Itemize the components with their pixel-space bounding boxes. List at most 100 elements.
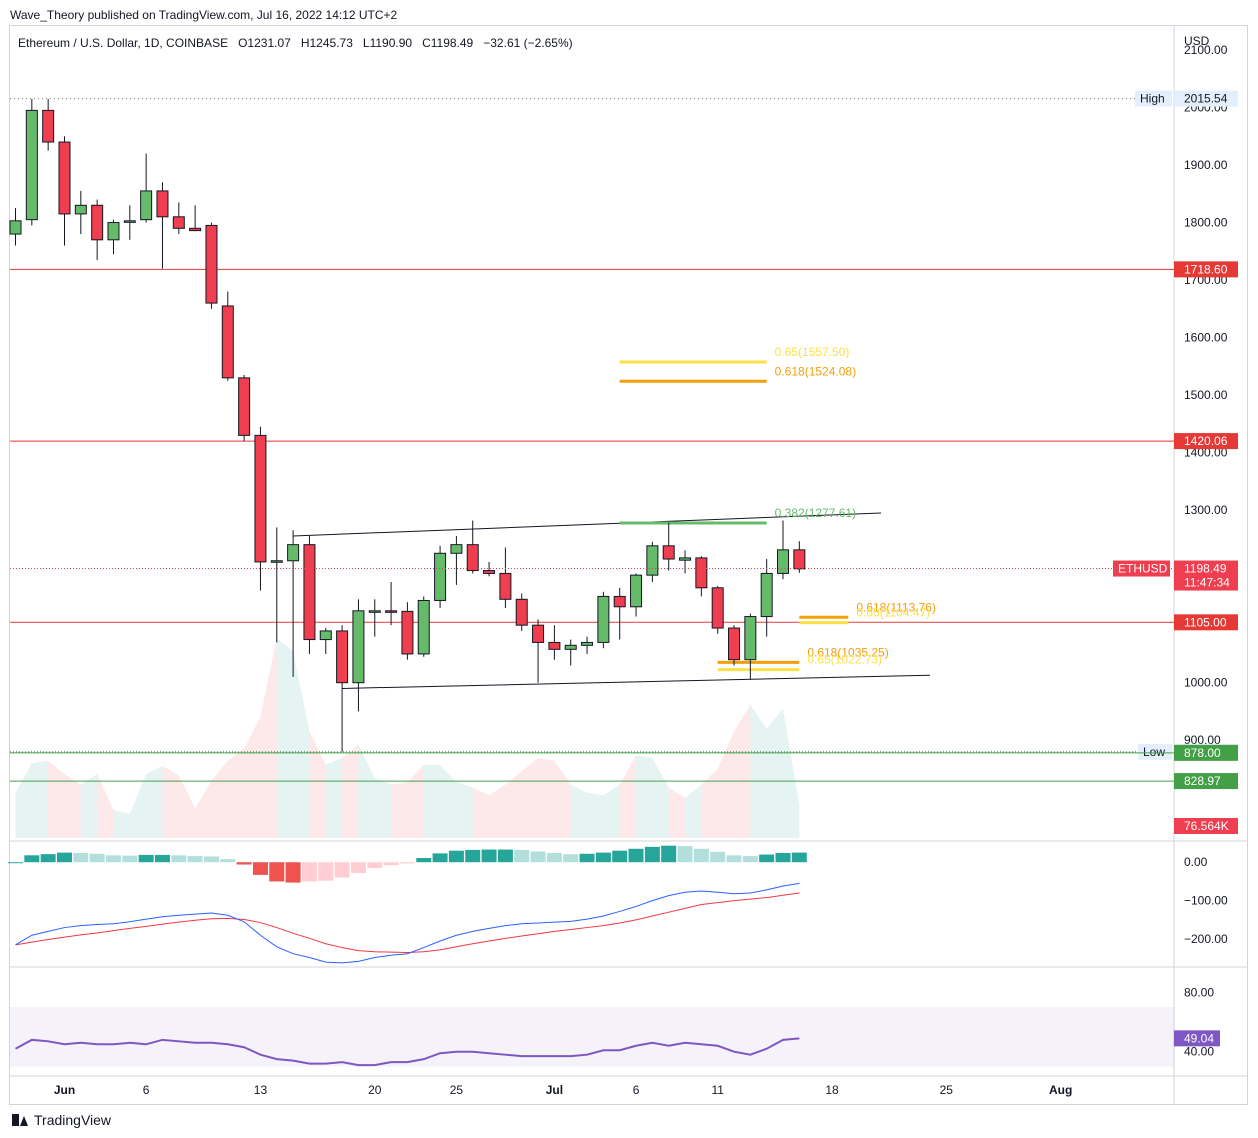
currency-label: USD — [1184, 34, 1210, 48]
macd-histogram-bar — [236, 862, 252, 865]
candle-body — [303, 544, 316, 641]
candle-body — [156, 190, 169, 218]
volume-area — [374, 778, 392, 838]
macd-histogram-bar — [775, 852, 791, 863]
macd-histogram-bar — [563, 854, 579, 863]
candle-body — [581, 641, 594, 646]
candle-body — [450, 544, 463, 554]
candle-body — [42, 109, 55, 143]
tradingview-logo[interactable]: TradingView — [12, 1112, 111, 1128]
volume-area — [15, 763, 32, 838]
candle-body — [352, 610, 365, 684]
rsi-value-tag — [1174, 1030, 1220, 1047]
volume-area — [358, 744, 375, 838]
volume-area — [587, 792, 604, 838]
volume-area — [440, 764, 457, 838]
macd-histogram-bar — [350, 862, 366, 873]
level-price-label: 1420.06 — [1184, 434, 1228, 448]
candle-body — [417, 599, 430, 655]
symbol-name[interactable]: Ethereum / U.S. Dollar, 1D, COINBASE — [18, 36, 229, 50]
fib-level-label: 0.65(1557.50) — [775, 345, 850, 359]
time-tick-label: 6 — [633, 1083, 640, 1097]
macd-histogram-bar — [710, 851, 726, 863]
time-tick-label: 6 — [143, 1083, 150, 1097]
macd-histogram-bar — [742, 856, 758, 863]
macd-histogram-bar — [105, 855, 121, 863]
macd-histogram-bar — [530, 851, 546, 863]
macd-histogram-bar — [644, 846, 660, 863]
symbol-tag — [1113, 560, 1170, 577]
last-price-label: 1198.49 — [1184, 562, 1227, 576]
candle-body — [630, 574, 643, 608]
candle-body — [172, 216, 185, 229]
macd-histogram-bar — [40, 854, 56, 863]
macd-histogram-bar — [661, 845, 677, 863]
price-tick-label: 1300.00 — [1184, 503, 1228, 517]
volume-area — [456, 782, 473, 838]
volume-area — [227, 748, 245, 838]
macd-histogram-bar — [726, 855, 742, 863]
time-tick-label: 11 — [711, 1083, 724, 1097]
macd-histogram-bar — [595, 852, 611, 863]
macd-histogram-bar — [416, 857, 432, 863]
volume-area — [652, 758, 669, 838]
candle-body — [760, 572, 773, 618]
price-tick-label: 1000.00 — [1184, 676, 1228, 690]
chart-frame — [9, 25, 1248, 1105]
volume-area — [309, 731, 326, 838]
volume-area — [489, 784, 506, 838]
channel-upper-line — [293, 512, 882, 537]
tradingview-brand: TradingView — [34, 1112, 112, 1128]
low-label-bg — [1138, 743, 1172, 760]
price-tick-label: 1500.00 — [1184, 388, 1228, 402]
volume-area — [717, 731, 735, 838]
rsi-value-label: 49.04 — [1184, 1031, 1214, 1045]
symbol-legend[interactable]: Ethereum / U.S. Dollar, 1D, COINBASE O12… — [18, 36, 573, 50]
volume-area — [211, 760, 228, 838]
volume-area — [64, 774, 81, 838]
volume-area — [162, 766, 179, 838]
volume-area — [244, 716, 261, 838]
macd-signal-line — [15, 892, 800, 954]
price-tick-label: 1400.00 — [1184, 446, 1228, 460]
price-tick-label: 900.00 — [1184, 733, 1221, 747]
macd-histogram-bar — [269, 862, 285, 882]
countdown-label: 11:47:34 — [1184, 576, 1230, 590]
price-tick-label: 1900.00 — [1184, 158, 1228, 172]
fib-level-label: 0.65(1022.73) — [807, 653, 882, 667]
macd-histogram-bar — [432, 853, 448, 863]
candle-body — [466, 544, 479, 572]
volume-area — [636, 755, 653, 838]
candle-body — [58, 141, 71, 215]
macd-histogram-bar — [203, 856, 219, 863]
macd-histogram-bar — [301, 862, 317, 882]
macd-histogram-bar — [579, 853, 595, 863]
volume-area — [472, 787, 490, 838]
volume-area — [750, 704, 767, 838]
macd-histogram-bar — [367, 862, 383, 868]
macd-histogram-bar — [677, 846, 693, 863]
high-price-tag — [1174, 90, 1238, 107]
volume-area — [685, 784, 702, 838]
volume-area — [766, 708, 784, 838]
candle-body — [613, 595, 626, 608]
price-tick-label: 2100.00 — [1184, 43, 1228, 57]
macd-tick-label: −200.00 — [1184, 932, 1228, 946]
fib-level-label: 0.382(1277.61) — [775, 506, 856, 520]
ohlc-high: H1245.73 — [300, 36, 353, 50]
volume-area — [342, 744, 359, 838]
rsi-tick-label: 40.00 — [1184, 1045, 1214, 1059]
ohlc-low: L1190.90 — [362, 36, 413, 50]
candle-body — [662, 545, 675, 560]
ohlc-close: C1198.49 — [422, 36, 474, 50]
candle-body — [140, 190, 153, 221]
candle-body — [368, 610, 381, 613]
volume-area — [129, 774, 147, 838]
macd-histogram-bar — [693, 848, 709, 863]
volume-area — [195, 780, 212, 838]
macd-histogram-bar — [252, 862, 268, 875]
time-tick-label: Jun — [54, 1083, 75, 1097]
high-price-label: 2015.54 — [1184, 92, 1228, 106]
macd-histogram-bar — [56, 852, 72, 863]
